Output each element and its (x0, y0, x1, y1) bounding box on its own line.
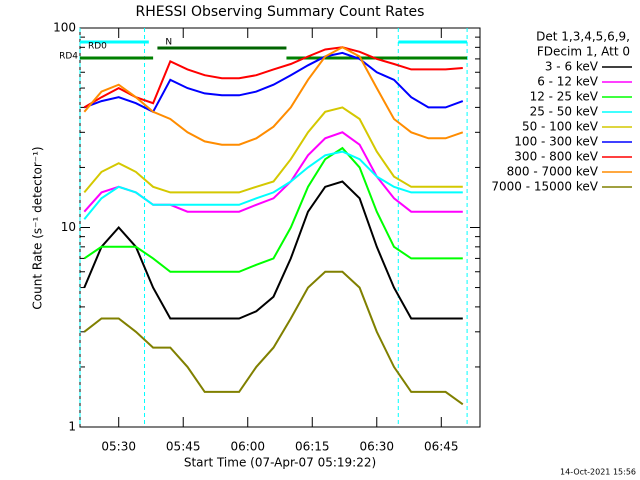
y-tick-label: 100 (53, 21, 76, 35)
legend-label: 50 - 100 keV (522, 120, 599, 134)
x-tick-label: 05:30 (101, 440, 136, 454)
x-tick-label: 06:45 (424, 440, 459, 454)
x-tick-label: 06:30 (359, 440, 394, 454)
plot-frame (79, 27, 481, 428)
x-tick-label: 06:00 (230, 440, 265, 454)
legend-label: 3 - 6 keV (545, 60, 599, 74)
series-line (83, 106, 463, 194)
x-tick-label: 05:45 (166, 440, 201, 454)
legend-header: FDecim 1, Att 0 (537, 45, 630, 59)
state-label: RD0 (88, 42, 107, 52)
legend-label: 7000 - 15000 keV (491, 180, 598, 194)
legend-label: 25 - 50 keV (530, 105, 599, 119)
y-tick-label: 10 (61, 220, 76, 234)
state-label: N (165, 38, 172, 48)
chart-title: RHESSI Observing Summary Count Rates (136, 4, 425, 20)
x-tick-label: 06:15 (295, 440, 330, 454)
series-line (83, 51, 464, 114)
legend-header: Det 1,3,4,5,6,9, (536, 30, 630, 44)
legend-label: 12 - 25 keV (530, 90, 599, 104)
legend-label: 300 - 800 keV (514, 150, 598, 164)
series-line (83, 46, 463, 109)
state-label: RD4 (59, 52, 78, 62)
footer-date: 14-Oct-2021 15:56 (560, 468, 636, 477)
legend-label: 100 - 300 keV (514, 135, 598, 149)
x-axis-label: Start Time (07-Apr-07 05:19:22) (184, 456, 376, 470)
series-line (83, 146, 463, 273)
series-line (83, 180, 463, 320)
series-line (83, 150, 463, 220)
legend-label: 800 - 7000 keV (507, 165, 599, 179)
legend-label: 6 - 12 keV (537, 75, 599, 89)
y-tick-label: 1 (68, 420, 76, 434)
series-line (83, 270, 464, 406)
series-line (83, 131, 463, 213)
y-axis-label: Count Rate (s⁻¹ detector⁻¹) (31, 146, 45, 309)
series-line (83, 46, 464, 146)
